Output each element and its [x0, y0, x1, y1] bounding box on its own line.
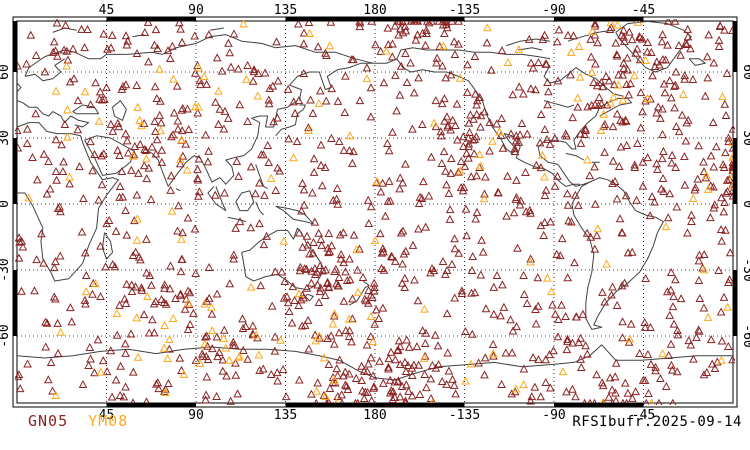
lon-label-bottom--135: -135 [449, 408, 480, 423]
frame-black-left [13, 21, 17, 72]
coastlines [16, 20, 733, 381]
frame-black-left [13, 270, 17, 336]
legend-item-ym08: YM08 [88, 412, 129, 430]
lon-label-top--45: -45 [632, 3, 655, 18]
frame-black-bottom [554, 403, 644, 407]
frame-black-left [13, 138, 17, 204]
lat-label-right-60: 60 [740, 64, 750, 80]
gridlines [17, 21, 733, 403]
frame-black-top [285, 17, 465, 21]
lon-label-top-90: 90 [188, 3, 204, 18]
lon-label-bottom-45: 45 [99, 408, 115, 423]
legend: GN05 YM08 [28, 412, 128, 430]
lon-label-top--135: -135 [449, 3, 480, 18]
lat-label-right--30: -30 [740, 258, 750, 281]
lat-label-left-30: 30 [0, 130, 12, 146]
lon-label-bottom-90: 90 [188, 408, 204, 423]
lat-label-right--60: -60 [740, 324, 750, 347]
lon-label-bottom-135: 135 [274, 408, 297, 423]
observation-markers [15, 19, 735, 405]
lon-label-bottom-180: 180 [363, 408, 386, 423]
lon-label-top--90: -90 [542, 3, 565, 18]
lat-label-left--60: -60 [0, 324, 12, 347]
map-frame [12, 16, 738, 408]
marker-series-YM08 [24, 19, 735, 405]
legend-item-gn05: GN05 [28, 412, 69, 430]
frame-black-bottom [285, 403, 465, 407]
map-frame-segments [13, 17, 737, 407]
lon-label-top-180: 180 [363, 3, 386, 18]
frame-black-right [733, 138, 737, 204]
lon-label-top-135: 135 [274, 3, 297, 18]
lat-label-left-60: 60 [0, 64, 12, 80]
frame-black-top [106, 17, 196, 21]
lon-label-bottom--90: -90 [542, 408, 565, 423]
lat-label-right-30: 30 [740, 130, 750, 146]
lat-label-left-0: 0 [0, 200, 12, 208]
lat-label-left--30: -30 [0, 258, 12, 281]
axis-labels: 45 45 90 90 135 135 180 180 -135 -135 -90 -90 -45 -45… [0, 3, 750, 423]
lat-label-right-0: 0 [740, 200, 750, 208]
marker-series-GN05 [15, 19, 735, 405]
lon-label-top-45: 45 [99, 3, 115, 18]
lon-label-bottom--45: -45 [632, 408, 655, 423]
obs-triangles-YM08 [24, 19, 735, 405]
plot-stamp: RFSIbufr.2025-09-14 [572, 414, 742, 430]
frame-black-right [733, 21, 737, 72]
coastline-path [16, 20, 733, 381]
obs-triangles-GN05 [15, 19, 735, 405]
frame-black-top [554, 17, 644, 21]
frame-black-bottom [106, 403, 196, 407]
frame-black-right [733, 270, 737, 336]
